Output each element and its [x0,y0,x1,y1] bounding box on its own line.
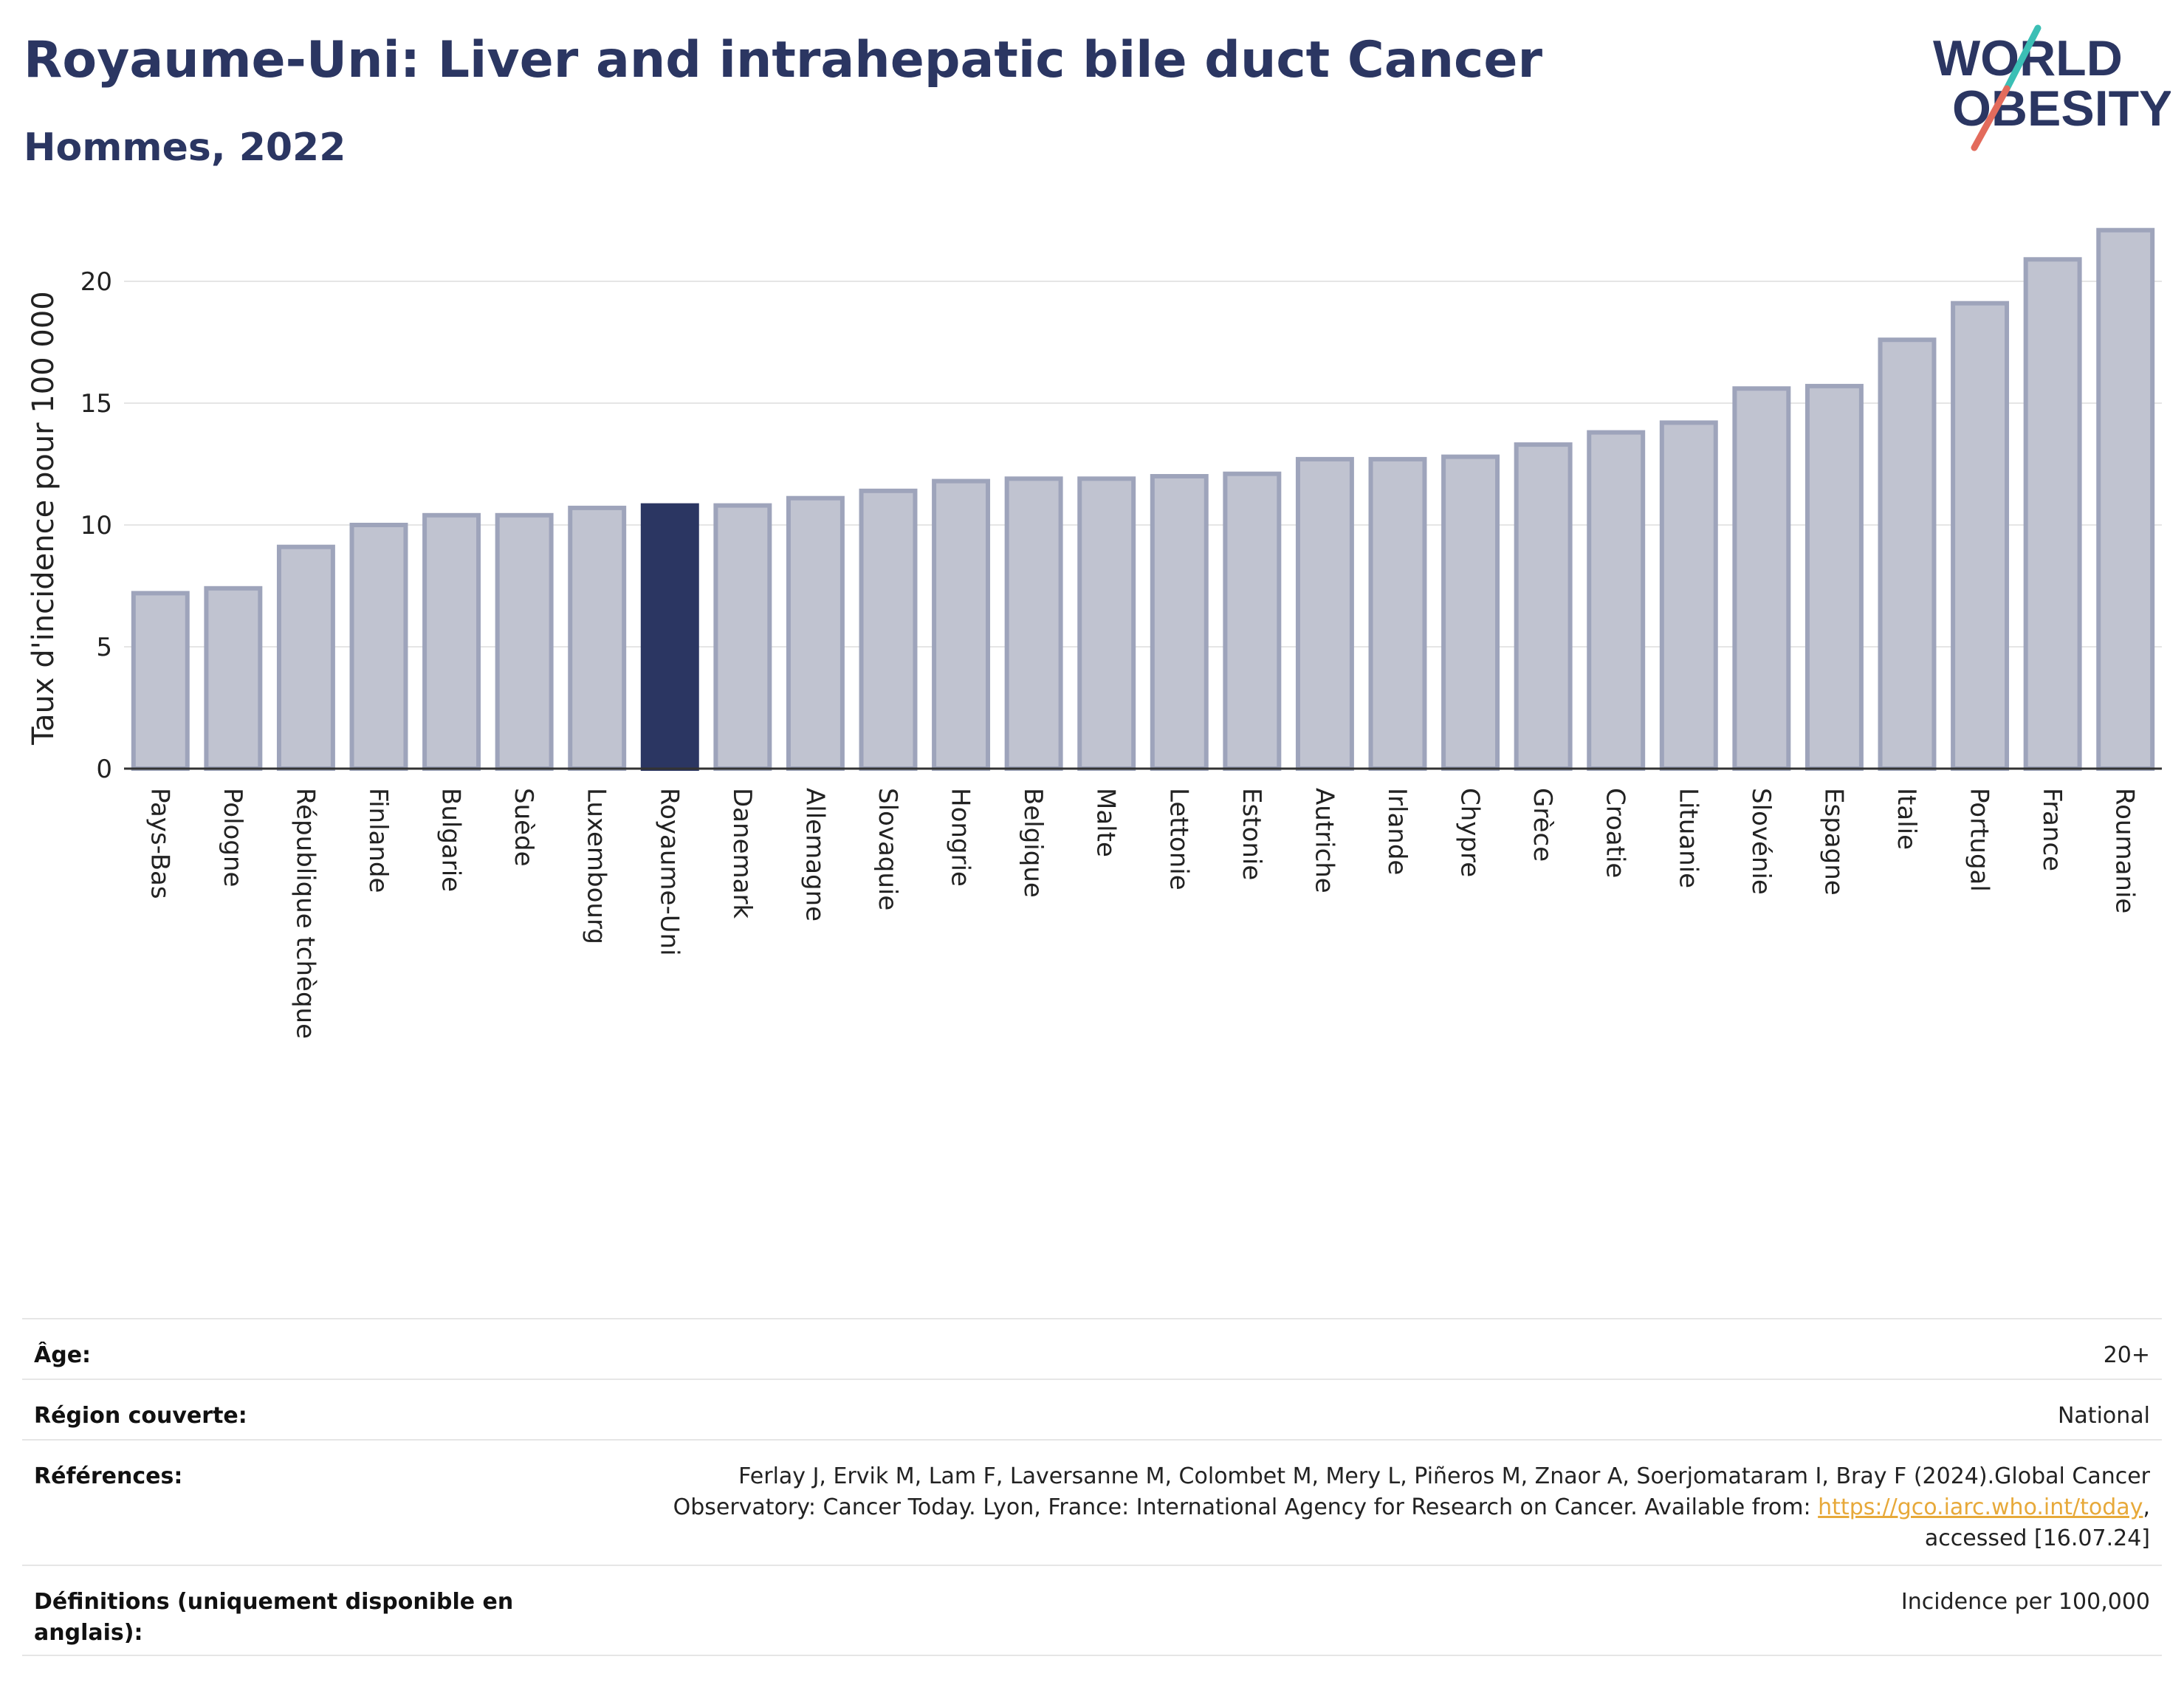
page-subtitle: Hommes, 2022 [24,126,346,170]
bar [1732,386,1791,771]
region-value: National [2057,1403,2150,1429]
x-tick-label: Grèce [1528,788,1557,862]
x-tick-label: Bulgarie [436,788,466,892]
meta-row-references: Références: Ferlay J, Ervik M, Lam F, La… [22,1439,2162,1565]
x-tick-label: Suède [509,788,538,867]
x-tick-label: Hongrie [946,788,975,887]
x-tick-label: Lituanie [1673,788,1703,888]
bar [276,544,335,771]
bar [568,505,627,772]
bar [1077,476,1136,771]
x-tick-label: Danemark [727,788,757,919]
x-tick-label: Portugal [1965,788,1994,892]
bar [1441,454,1500,771]
logo-line-1: WORLD [1933,30,2123,86]
y-tick-label: 15 [80,389,112,419]
x-tick-label: Lettonie [1164,788,1193,890]
bar [1951,301,2010,771]
y-tick-label: 20 [80,267,112,297]
logo-slash-bottom [1971,85,2010,151]
bar [349,523,408,771]
x-tick-label: Irlande [1382,788,1412,875]
x-tick-label: Pays-Bas [145,788,174,899]
references-line-1: Ferlay J, Ervik M, Lam F, Laversanne M, … [738,1463,2150,1489]
x-tick-label: Italie [1892,788,1921,850]
bar [204,586,263,771]
meta-row-region: Région couverte: National [22,1379,2162,1439]
bar [1150,474,1209,771]
x-tick-label: Chypre [1455,788,1485,877]
x-tick-label: Espagne [1819,788,1848,896]
bar [422,512,481,771]
x-tick-label: Estonie [1237,788,1266,880]
meta-row-definitions: Définitions (uniquement disponible en an… [22,1565,2162,1656]
x-tick-label: Malte [1091,788,1121,857]
meta-row-age: Âge: 20+ [22,1318,2162,1379]
x-tick-label: Slovaquie [873,788,902,910]
world-obesity-logo: WORLD OBESITY [1933,24,2171,151]
bar [131,591,190,772]
x-tick-label: Croatie [1601,788,1630,878]
bar [859,488,918,771]
references-line-3: accessed [16.07.24] [1924,1525,2150,1551]
bar [1295,456,1354,772]
x-tick-label: Roumanie [2110,788,2140,913]
x-tick-label: Luxembourg [582,788,611,944]
age-label: Âge: [34,1342,92,1368]
y-tick-label: 0 [96,755,112,784]
references-line-2-end: , [2143,1494,2150,1520]
references-line-2-text: Observatory: Cancer Today. Lyon, France:… [673,1494,1819,1520]
x-tick-label: Allemagne [800,788,829,921]
definitions-value: Incidence per 100,000 [1900,1589,2150,1615]
x-tick-label: Belgique [1018,788,1048,898]
y-axis-title: Taux d'incidence pour 100 000 [27,291,61,745]
bar [1004,476,1063,771]
bar [1514,442,1573,771]
bar [1587,430,1646,771]
y-tick-label: 5 [96,633,112,662]
bar [1659,420,1718,772]
references-value: Ferlay J, Ervik M, Lam F, Laversanne M, … [673,1461,2150,1554]
bar [2023,257,2082,771]
bar [1878,337,1937,771]
region-label: Région couverte: [34,1403,247,1429]
y-tick-label: 10 [80,511,112,540]
x-tick-label: Pologne [218,788,247,887]
page-title: Royaume-Uni: Liver and intrahepatic bile… [24,31,1542,89]
bar [713,503,772,771]
age-value: 20+ [2103,1342,2150,1368]
definitions-label: Définitions (uniquement disponible en an… [34,1589,514,1646]
bar [1804,383,1864,771]
x-tick-label: Finlande [363,788,393,893]
x-tick-label: France [2037,788,2067,871]
x-tick-label: République tchèque [290,788,320,1039]
bar-chart: 0 5 10 15 20 Taux d'incidence pour 100 000 Pay… [27,227,2162,1039]
x-tick-label: Autriche [1309,788,1339,893]
logo-slash-top [2003,24,2042,92]
bar [2096,227,2155,771]
metadata-table: Âge: 20+ Région couverte: National Référ… [22,1318,2162,1656]
references-line-2: Observatory: Cancer Today. Lyon, France:… [673,1492,2150,1523]
references-label: Références: [34,1463,183,1489]
bar [786,495,845,771]
bar [1223,471,1282,771]
references-link[interactable]: https://gco.iarc.who.int/today [1818,1494,2143,1520]
bar [495,512,554,771]
x-tick-label: Slovénie [1746,788,1776,895]
bar [1368,456,1427,772]
bar [640,503,699,771]
x-tick-label: Royaume-Uni [654,788,684,956]
bar [932,478,991,771]
